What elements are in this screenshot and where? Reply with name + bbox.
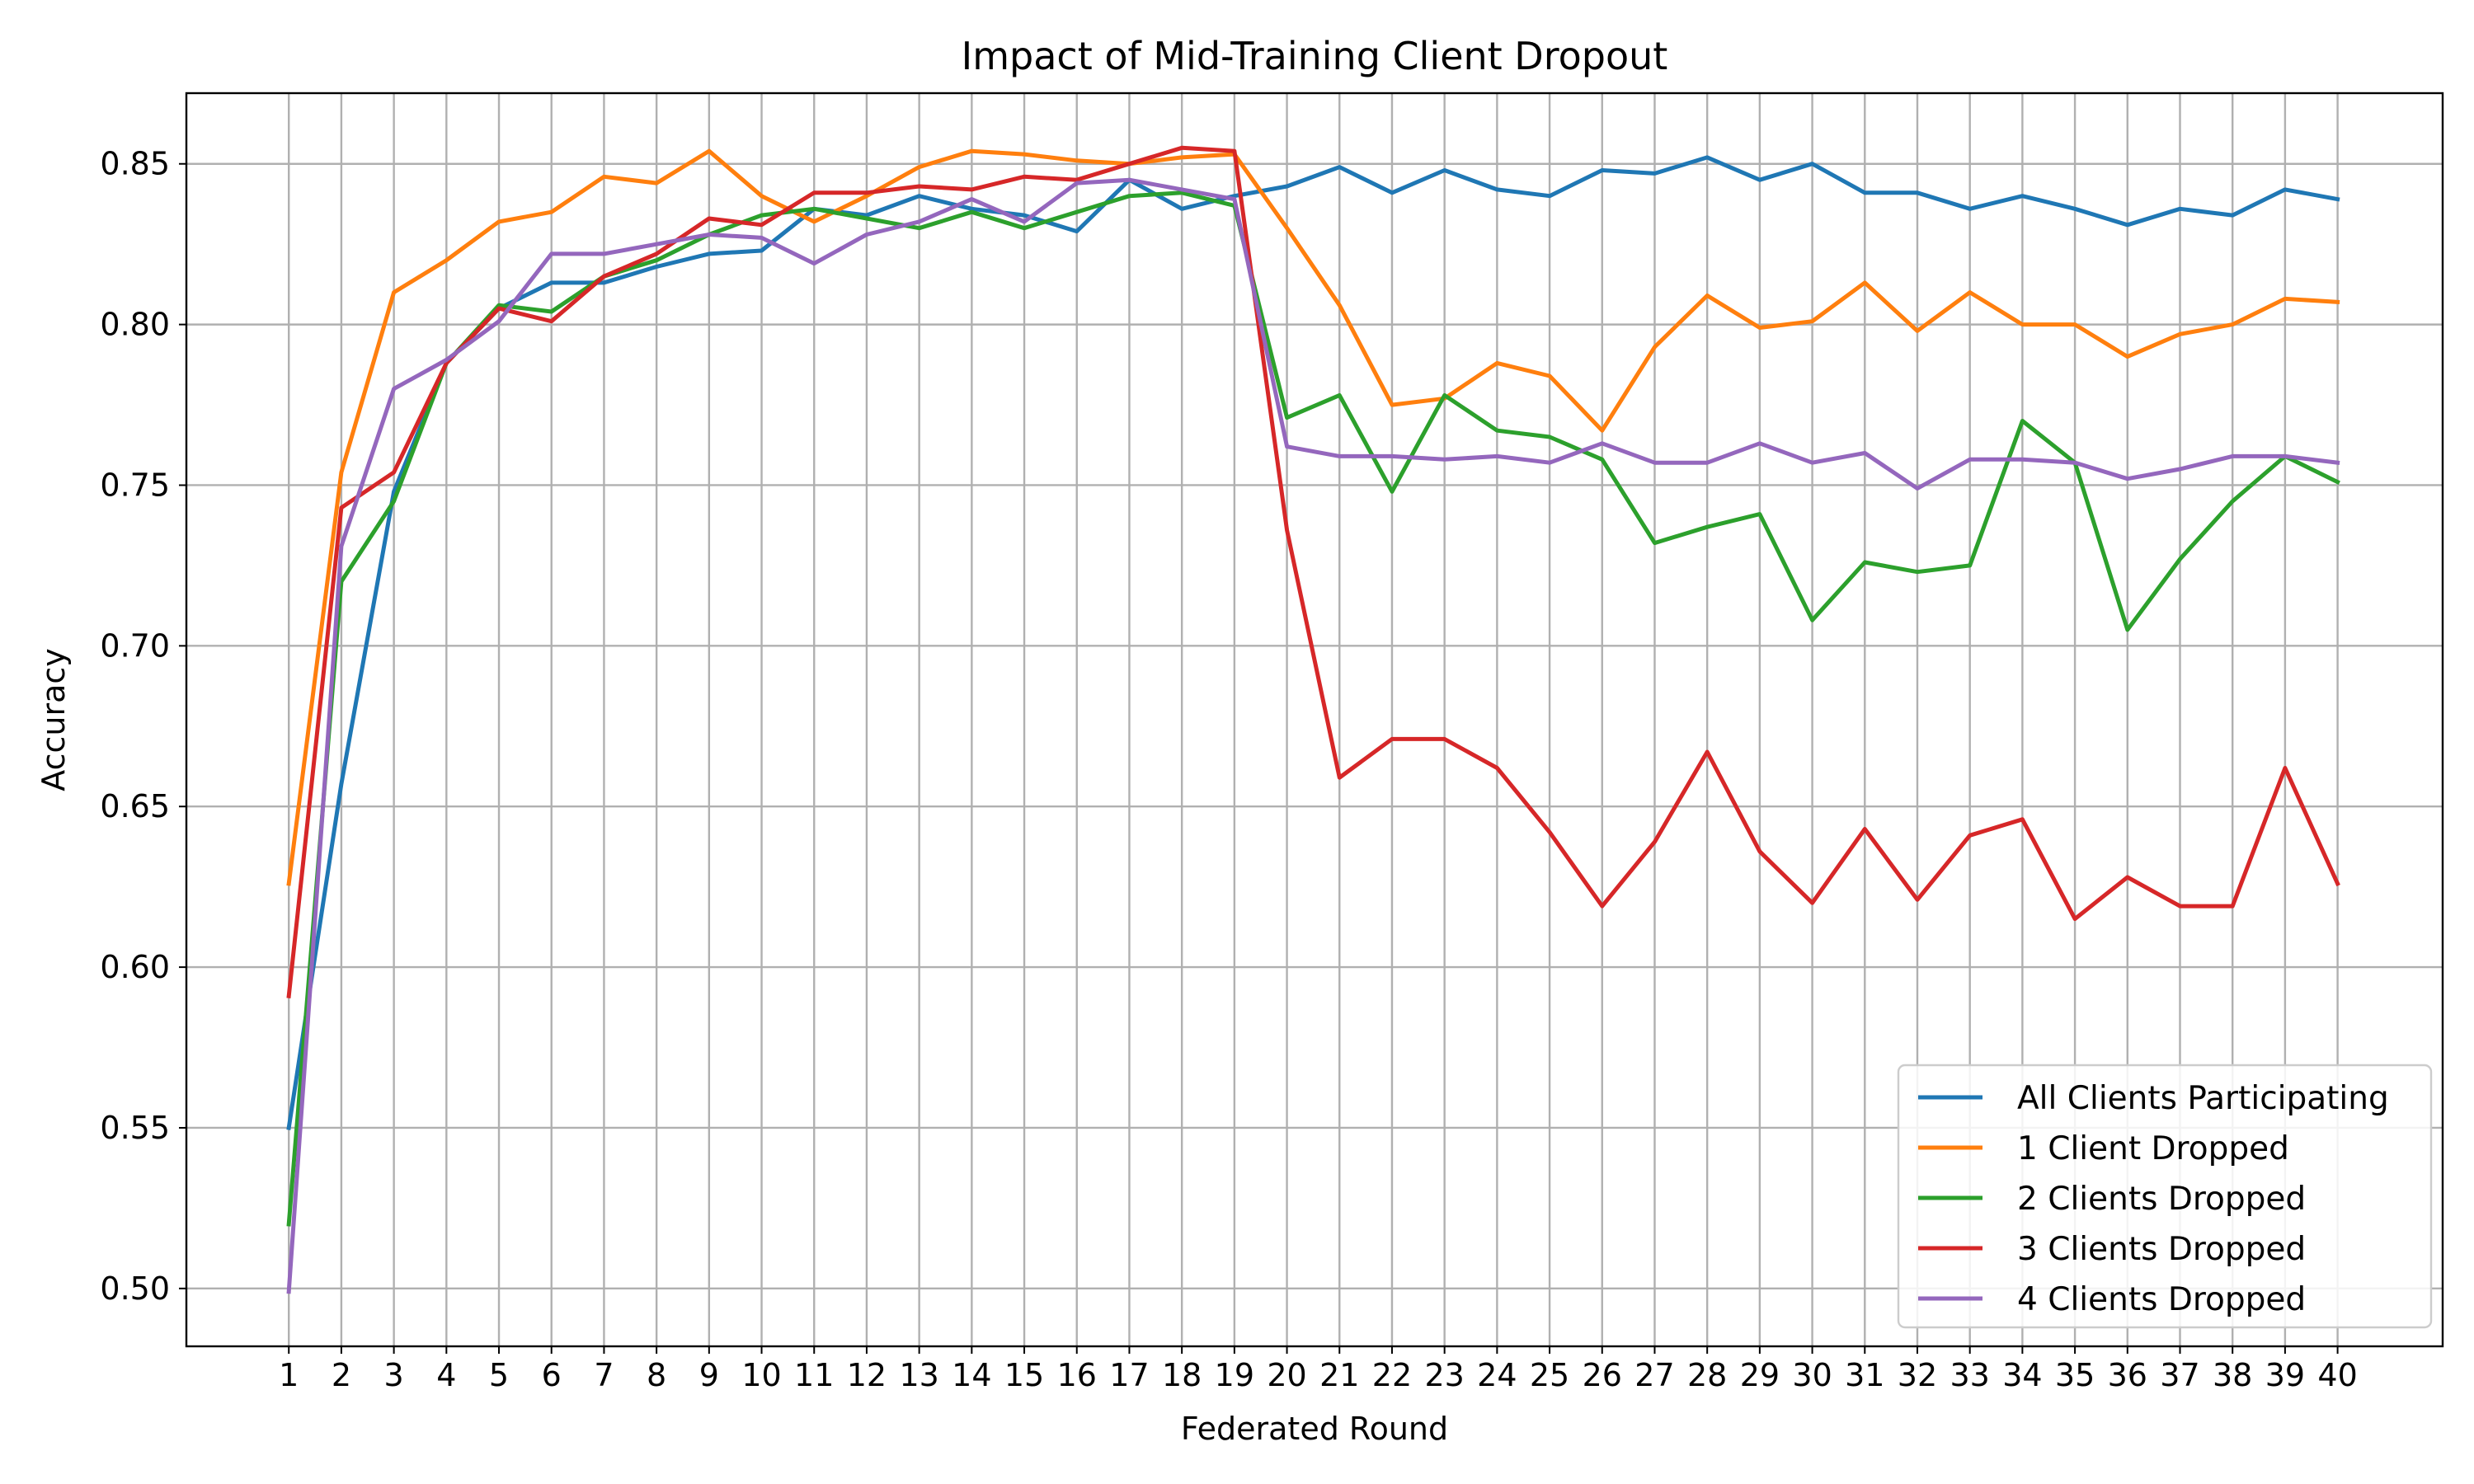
x-tick-label: 5 (489, 1357, 509, 1393)
x-tick-label: 1 (279, 1357, 299, 1393)
y-tick-label: 0.75 (100, 467, 170, 503)
x-tick-label: 16 (1057, 1357, 1097, 1393)
y-tick-label: 0.80 (100, 307, 170, 343)
y-axis-label: Accuracy (35, 648, 72, 791)
x-tick-label: 30 (1792, 1357, 1832, 1393)
x-tick-label: 20 (1267, 1357, 1306, 1393)
x-tick-label: 36 (2108, 1357, 2147, 1393)
y-tick-label: 0.70 (100, 627, 170, 664)
series-line-5 (286, 177, 2340, 1294)
y-tick-label: 0.65 (100, 788, 170, 824)
x-tick-label: 35 (2055, 1357, 2095, 1393)
x-tick-label: 37 (2160, 1357, 2199, 1393)
series-line-1 (286, 155, 2340, 1130)
legend-label-1: All Clients Participating (2017, 1080, 2389, 1117)
chart-title: Impact of Mid-Training Client Dropout (962, 34, 1668, 78)
x-tick-label: 25 (1530, 1357, 1569, 1393)
legend-label-4: 3 Clients Dropped (2017, 1231, 2306, 1268)
legend-label-5: 4 Clients Dropped (2017, 1281, 2306, 1318)
x-tick-label: 31 (1845, 1357, 1884, 1393)
legend-label-2: 1 Client Dropped (2017, 1130, 2289, 1167)
x-tick-label: 39 (2265, 1357, 2305, 1393)
plot-frame (185, 92, 2444, 1348)
x-tick-label: 6 (542, 1357, 562, 1393)
series-line-2 (286, 148, 2340, 886)
series-line-3 (286, 190, 2340, 1227)
x-tick-label: 33 (1950, 1357, 1990, 1393)
series-line-4 (286, 145, 2340, 998)
legend: All Clients Participating 1 Client Droppe… (1897, 1064, 2433, 1329)
y-tick-label: 0.60 (100, 949, 170, 985)
x-axis-label: Federated Round (1181, 1411, 1448, 1447)
x-tick-label: 10 (741, 1357, 781, 1393)
y-tick-label: 0.55 (100, 1110, 170, 1146)
x-tick-label: 13 (899, 1357, 938, 1393)
x-tick-label: 19 (1215, 1357, 1254, 1393)
legend-box (1897, 1064, 2433, 1329)
x-tick-label: 23 (1424, 1357, 1464, 1393)
y-tick-label: 0.50 (100, 1270, 170, 1307)
x-tick-label: 17 (1109, 1357, 1149, 1393)
x-tick-label: 22 (1372, 1357, 1412, 1393)
x-tick-label: 27 (1634, 1357, 1674, 1393)
x-tick-label: 28 (1687, 1357, 1727, 1393)
x-tick-label: 26 (1583, 1357, 1622, 1393)
x-tick-label: 18 (1162, 1357, 1202, 1393)
x-tick-label: 8 (647, 1357, 666, 1393)
y-tick-label: 0.85 (100, 146, 170, 182)
x-tick-label: 34 (2002, 1357, 2042, 1393)
x-tick-label: 40 (2317, 1357, 2357, 1393)
x-tick-label: 29 (1740, 1357, 1780, 1393)
legend-label-3: 2 Clients Dropped (2017, 1181, 2306, 1218)
x-tick-label: 12 (847, 1357, 887, 1393)
x-tick-label: 4 (436, 1357, 456, 1393)
x-tick-label: 38 (2213, 1357, 2252, 1393)
x-tick-label: 11 (794, 1357, 834, 1393)
x-tick-label: 9 (699, 1357, 719, 1393)
x-tick-label: 7 (594, 1357, 614, 1393)
x-tick-label: 24 (1477, 1357, 1517, 1393)
plot-series (286, 145, 2340, 1294)
x-tick-label: 32 (1898, 1357, 1937, 1393)
x-tick-label: 21 (1319, 1357, 1359, 1393)
x-tick-label: 3 (384, 1357, 404, 1393)
x-tick-label: 15 (1004, 1357, 1044, 1393)
x-tick-label: 14 (952, 1357, 991, 1393)
x-tick-label: 2 (332, 1357, 351, 1393)
axis-ticks: 1 2 3 4 5 6 7 8 9 10 11 12 13 14 15 16 17 18 19 20 21 22 23 24 2… (100, 146, 2357, 1393)
